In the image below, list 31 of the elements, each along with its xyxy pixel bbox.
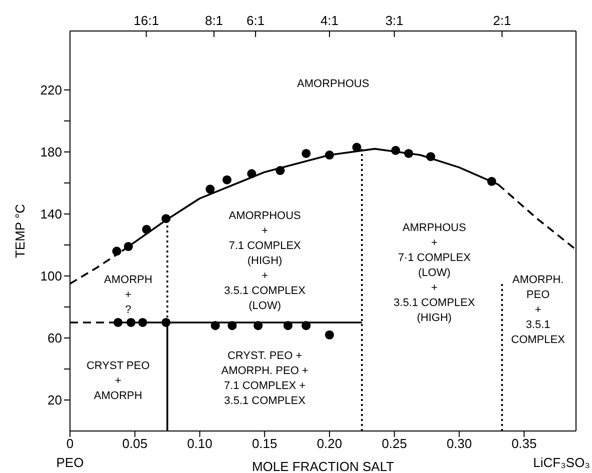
annotation: 8:1 <box>204 13 224 28</box>
y-tick-label: 140 <box>40 206 62 222</box>
x-tick-label: 0.15 <box>252 436 278 452</box>
annotation: 3:1 <box>385 13 404 28</box>
annotation: CRYST PEO + AMORPH <box>86 360 150 402</box>
annotation: AMORPH + ? <box>104 274 152 316</box>
y-tick-label: 100 <box>40 268 62 284</box>
x-axis-title: MOLE FRACTION SALT <box>252 459 394 473</box>
y-tick-label: 180 <box>40 144 62 160</box>
y-tick-label: 60 <box>48 330 62 346</box>
text: LiCF₃SO₃ <box>533 455 590 470</box>
x-tick-label: 0.25 <box>382 436 408 452</box>
y-tick-label: 20 <box>48 392 62 408</box>
x-tick-label: 0.05 <box>122 436 148 452</box>
x-tick-label: 0.20 <box>316 436 342 452</box>
x-tick-label: 0.35 <box>511 436 537 452</box>
y-tick-label: 220 <box>40 82 62 98</box>
x-tick-label: 0.10 <box>187 436 212 452</box>
annotation: CRYST. PEO + AMORPH. PEO + 7.1 COMPLEX + 3.5.1 COMPLEX <box>221 350 308 407</box>
annotation: AMORPHOUS + 7.1 COMPLEX (HIGH) + 3.5.1 COMPLEX (LOW) <box>224 210 306 312</box>
x-tick-label: 0.30 <box>446 436 472 452</box>
annotation: 4:1 <box>320 13 339 28</box>
annotation: 6:1 <box>246 13 265 28</box>
annotation: 2:1 <box>493 13 512 28</box>
annotation: 16:1 <box>134 13 159 28</box>
x-tick-label: 0 <box>66 436 74 452</box>
annotation: AMRPHOUS + 7·1 COMPLEX (LOW) + 3.5.1 COMPLEX (HIGH) <box>394 222 476 324</box>
y-axis-title: TEMP °C <box>12 204 28 258</box>
annotation: AMORPH. PEO + 3.5.1 COMPLEX <box>511 274 566 346</box>
annotation: AMORPHOUS <box>297 78 370 90</box>
text: PEO <box>56 455 84 470</box>
